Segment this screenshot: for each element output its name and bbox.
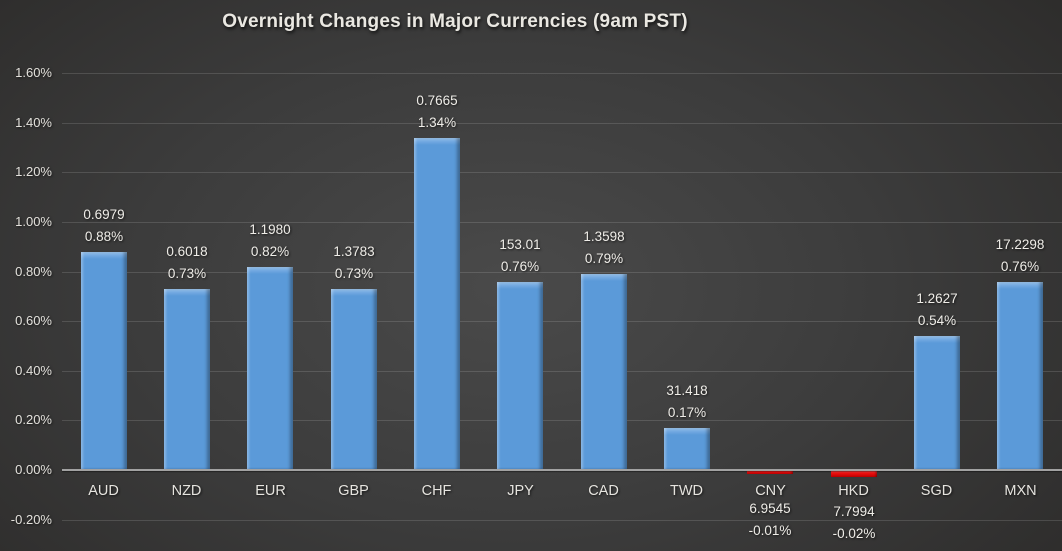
- bar-label-percent: -0.02%: [832, 526, 876, 541]
- bar-data-label-HKD: 7.7994 -0.02%: [794, 501, 914, 545]
- gridline: [62, 321, 1062, 322]
- bar-data-label-CNY: 6.9545 -0.01%: [710, 498, 830, 542]
- bar-data-label-JPY: 153.01 0.76%: [460, 234, 580, 278]
- bar-data-label-EUR: 1.1980 0.82%: [210, 219, 330, 263]
- bar-label-percent: -0.01%: [748, 523, 792, 538]
- x-axis-label-HKD: HKD: [838, 483, 869, 499]
- bar-label-rate: 0.7665: [416, 93, 458, 108]
- bar-label-rate: 153.01: [499, 237, 541, 252]
- x-axis-label-EUR: EUR: [255, 483, 286, 499]
- bar-CNY: [747, 470, 793, 474]
- gridline: [62, 222, 1062, 223]
- gridline: [62, 272, 1062, 273]
- bar-data-label-GBP: 1.3783 0.73%: [294, 241, 414, 285]
- bar-JPY: [497, 282, 543, 470]
- gridline: [62, 520, 1062, 521]
- x-axis-label-MXN: MXN: [1004, 483, 1037, 499]
- bar-label-rate: 1.1980: [249, 222, 291, 237]
- bar-TWD: [664, 428, 710, 470]
- bar-label-rate: 1.3598: [583, 229, 625, 244]
- bar-data-label-MXN: 17.2298 0.76%: [960, 234, 1062, 278]
- bar-CAD: [581, 274, 627, 470]
- bar-AUD: [81, 252, 127, 470]
- bar-label-percent: 0.17%: [667, 405, 707, 420]
- bar-HKD: [831, 470, 877, 477]
- bar-GBP: [331, 289, 377, 470]
- y-axis-tick-label: 1.00%: [15, 214, 52, 229]
- y-axis-tick-label: 1.20%: [15, 164, 52, 179]
- chart-title: Overnight Changes in Major Currencies (9…: [222, 11, 688, 32]
- bar-label-rate: 1.2627: [916, 291, 958, 306]
- y-axis-tick-label: 0.00%: [15, 462, 52, 477]
- bar-SGD: [914, 336, 960, 470]
- bar-label-percent: 0.88%: [84, 229, 124, 244]
- bar-data-label-NZD: 0.6018 0.73%: [127, 241, 247, 285]
- bar-data-label-CHF: 0.7665 1.34%: [377, 90, 497, 134]
- bar-label-rate: 0.6979: [83, 207, 125, 222]
- x-axis-label-CNY: CNY: [755, 483, 786, 499]
- bar-EUR: [247, 267, 293, 470]
- bar-NZD: [164, 289, 210, 470]
- x-axis-label-TWD: TWD: [669, 483, 703, 499]
- bar-label-rate: 6.9545: [749, 501, 791, 516]
- bar-data-label-CAD: 1.3598 0.79%: [544, 226, 664, 270]
- bar-label-percent: 0.76%: [500, 259, 540, 274]
- bar-data-label-AUD: 0.6979 0.88%: [44, 204, 164, 248]
- gridline: [62, 172, 1062, 173]
- bar-data-label-SGD: 1.2627 0.54%: [877, 288, 997, 332]
- y-axis-tick-label: 1.60%: [15, 65, 52, 80]
- y-axis-tick-label: -0.20%: [10, 512, 52, 527]
- x-axis-label-SGD: SGD: [920, 483, 953, 499]
- bar-CHF: [414, 138, 460, 470]
- x-axis-label-AUD: AUD: [88, 483, 119, 499]
- bar-label-percent: 0.73%: [167, 266, 207, 281]
- bar-MXN: [997, 282, 1043, 470]
- bar-label-percent: 0.76%: [1000, 259, 1040, 274]
- x-axis-label-JPY: JPY: [507, 483, 534, 499]
- bar-label-percent: 0.79%: [584, 251, 624, 266]
- bar-label-rate: 1.3783: [333, 244, 375, 259]
- y-axis-tick-label: 0.80%: [15, 264, 52, 279]
- bar-label-percent: 0.82%: [250, 244, 290, 259]
- bar-label-percent: 0.54%: [917, 313, 957, 328]
- gridline: [62, 371, 1062, 372]
- gridline: [62, 123, 1062, 124]
- y-axis-tick-label: 0.40%: [15, 363, 52, 378]
- y-axis-tick-label: 0.60%: [15, 313, 52, 328]
- gridline: [62, 420, 1062, 421]
- gridline: [62, 73, 1062, 74]
- x-axis-label-GBP: GBP: [338, 483, 369, 499]
- y-axis-tick-label: 1.40%: [15, 115, 52, 130]
- bar-label-rate: 31.418: [666, 383, 708, 398]
- bar-label-rate: 17.2298: [995, 237, 1045, 252]
- bar-label-rate: 7.7994: [833, 504, 875, 519]
- x-axis-label-CAD: CAD: [588, 483, 619, 499]
- bar-data-label-TWD: 31.418 0.17%: [627, 380, 747, 424]
- x-axis-label-CHF: CHF: [421, 483, 452, 499]
- bar-label-percent: 0.73%: [334, 266, 374, 281]
- bar-label-percent: 1.34%: [417, 115, 457, 130]
- x-axis-label-NZD: NZD: [171, 483, 202, 499]
- y-axis-tick-label: 0.20%: [15, 412, 52, 427]
- x-axis-line: [62, 469, 1062, 471]
- bar-label-rate: 0.6018: [166, 244, 208, 259]
